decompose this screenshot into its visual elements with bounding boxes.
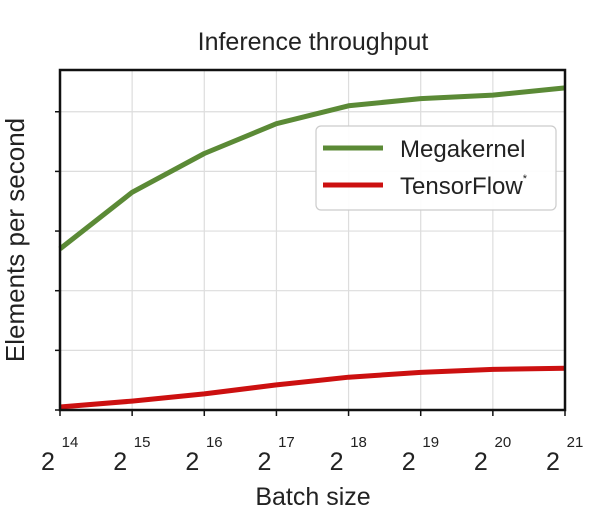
legend-label: Megakernel (400, 136, 525, 163)
x-tick-exponent: 21 (567, 434, 584, 451)
y-axis-label: Elements per second (0, 118, 30, 362)
x-tick-label: 2 (185, 448, 199, 476)
series-line-megakernel (58, 85, 566, 251)
x-tick-exponent: 20 (495, 434, 512, 451)
x-tick-label: 2 (402, 448, 416, 476)
x-tick-label: 2 (41, 448, 55, 476)
legend: Megakernel TensorFlow* (315, 125, 557, 211)
series-lines (58, 85, 566, 410)
x-tick-exponent: 15 (134, 434, 151, 451)
x-tick-label: 2 (257, 448, 271, 476)
x-tick-label: 2 (546, 448, 560, 476)
x-tick-exponent: 14 (62, 434, 79, 451)
x-tick-label: 2 (474, 448, 488, 476)
plot-frame (58, 68, 567, 412)
x-tick-exponent: 18 (350, 434, 367, 451)
x-axis-label: Batch size (255, 483, 370, 511)
chart-title: Inference throughput (198, 28, 429, 56)
series-line-tensorflow (59, 365, 566, 410)
x-tick-label: 2 (113, 448, 127, 476)
x-tick-exponent: 16 (206, 434, 223, 451)
x-tick-exponent: 19 (422, 434, 439, 451)
x-tick-labels: 2 14 2 15 2 16 2 17 2 18 2 19 2 20 2 21 (41, 434, 583, 476)
grid (60, 70, 565, 410)
x-tick-label: 2 (330, 448, 344, 476)
legend-label: TensorFlow* (400, 173, 528, 200)
x-tick-exponent: 17 (278, 434, 295, 451)
